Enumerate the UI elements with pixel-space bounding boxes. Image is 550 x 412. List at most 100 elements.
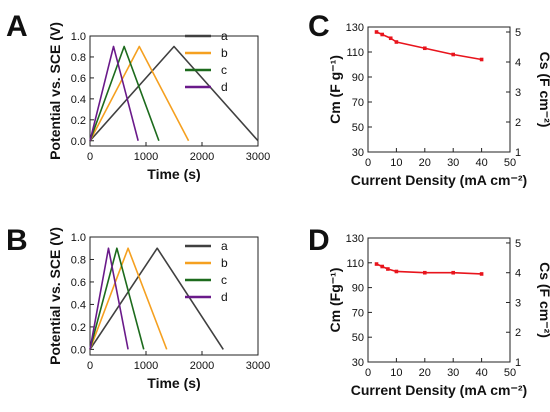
y-tick-label: 70 (352, 307, 364, 319)
series-line-c (89, 45, 160, 142)
y-right-axis-title: Cs (F cm⁻²) (537, 262, 550, 338)
panel-letter: D (308, 224, 330, 257)
x-tick-label: 50 (504, 157, 516, 169)
data-point (479, 57, 484, 62)
panel-a: A 0 1000 2000 3000 0.0 0.2 0.4 0.6 0.8 1.0 Time (s)… (6, 10, 270, 182)
x-tick-label: 3000 (246, 151, 270, 163)
data-point (386, 267, 390, 271)
panel-c: C 0 10 20 30 40 50 30 50 70 90 110 130 1 2 3 4 5 Current D… (308, 10, 550, 188)
y-tick-label: 1.0 (71, 31, 86, 43)
legend-label: b (221, 256, 228, 270)
y-right-tick-label: 4 (515, 57, 521, 69)
data-point (423, 46, 427, 51)
data-point (451, 270, 455, 275)
x-tick-label: 10 (390, 367, 402, 379)
x-tick-label: 1000 (134, 360, 158, 372)
plot-frame (367, 26, 511, 153)
y-tick-label: 0.4 (71, 299, 86, 311)
legend-label: c (221, 273, 227, 287)
x-tick-label: 0 (365, 157, 371, 169)
plot-frame (89, 236, 259, 356)
panel-letter: B (6, 224, 28, 257)
plot-frame (367, 237, 511, 363)
legend-label: b (221, 46, 228, 60)
x-axis-title: Current Density (mA cm⁻²) (351, 382, 527, 398)
y-tick-label: 0.8 (71, 52, 86, 64)
y-axis-title: Cm (Fg⁻¹) (327, 268, 343, 333)
x-tick-label: 30 (447, 157, 459, 169)
y-tick-label: 0.6 (71, 73, 86, 85)
y-tick-label: 50 (352, 332, 364, 344)
series-line-0 (376, 263, 482, 275)
series-line-a (89, 45, 259, 142)
data-point (423, 270, 427, 275)
y-axis-title: Cm (F g⁻¹) (327, 55, 343, 124)
y-tick-label: 1.0 (71, 232, 86, 244)
data-point (388, 36, 393, 41)
data-point (374, 30, 379, 34)
x-tick-label: 0 (87, 360, 93, 372)
legend-label: c (221, 63, 227, 77)
series-line-d (89, 45, 139, 141)
y-tick-label: 50 (352, 122, 364, 134)
y-tick-label: 130 (346, 233, 364, 245)
y-tick-label: 90 (352, 283, 364, 295)
y-tick-label: 70 (352, 97, 364, 109)
panel-letter: A (6, 10, 28, 43)
y-tick-label: 0.8 (71, 254, 86, 266)
data-point (394, 40, 399, 44)
x-axis-title: Time (s) (147, 166, 200, 182)
y-tick-label: 30 (352, 147, 364, 159)
x-tick-label: 20 (419, 367, 431, 379)
y-right-tick-label: 5 (515, 238, 521, 250)
series-line-b (89, 45, 190, 142)
legend-label: a (221, 29, 228, 43)
y-tick-label: 30 (352, 357, 364, 369)
y-right-tick-label: 2 (515, 117, 521, 129)
data-point (380, 264, 384, 269)
panel-b: B 0 1000 2000 3000 0.0 0.2 0.4 0.6 0.8 1.0 Time (s)… (6, 224, 270, 391)
data-point (394, 269, 399, 274)
y-tick-label: 110 (346, 258, 364, 270)
y-tick-label: 0.4 (71, 94, 86, 106)
y-axis-title: Potential vs. SCE (V) (47, 22, 63, 160)
x-tick-label: 40 (475, 367, 487, 379)
y-tick-label: 90 (352, 72, 364, 84)
y-tick-label: 0.2 (71, 115, 86, 127)
y-tick-label: 110 (346, 47, 364, 59)
y-right-tick-label: 1 (515, 357, 521, 369)
x-tick-label: 0 (87, 151, 93, 163)
y-right-tick-label: 1 (515, 147, 521, 159)
series-line-a (89, 247, 224, 350)
panel-letter: C (308, 10, 330, 43)
data-point (451, 52, 455, 57)
x-tick-label: 50 (504, 367, 516, 379)
y-axis-title: Potential vs. SCE (V) (47, 227, 63, 365)
y-right-tick-label: 3 (515, 297, 521, 309)
y-tick-label: 0.6 (71, 277, 86, 289)
legend-label: d (221, 80, 228, 94)
x-axis-title: Time (s) (147, 375, 200, 391)
x-tick-label: 2000 (190, 151, 214, 163)
x-tick-label: 2000 (190, 360, 214, 372)
y-right-tick-label: 3 (515, 87, 521, 99)
series-line-b (89, 247, 168, 350)
x-tick-label: 0 (365, 367, 371, 379)
legend-label: a (221, 239, 228, 253)
series-line-c (89, 247, 145, 350)
plot-frame (89, 35, 259, 147)
data-point (479, 272, 484, 276)
x-tick-label: 20 (419, 157, 431, 169)
y-right-axis-title: Cs (F cm⁻²) (537, 52, 550, 128)
y-right-tick-label: 4 (515, 268, 521, 280)
y-tick-label: 0.2 (71, 322, 86, 334)
x-tick-label: 30 (447, 367, 459, 379)
y-tick-label: 130 (346, 22, 364, 34)
x-tick-label: 10 (390, 157, 402, 169)
series-line-0 (376, 31, 482, 61)
data-point (374, 262, 379, 266)
data-point (380, 32, 384, 37)
x-axis-title: Current Density (mA cm⁻²) (351, 172, 527, 188)
panel-d: D 0 10 20 30 40 50 30 50 70 90 110 130 1 2 3 4 5 Current D… (308, 224, 550, 398)
